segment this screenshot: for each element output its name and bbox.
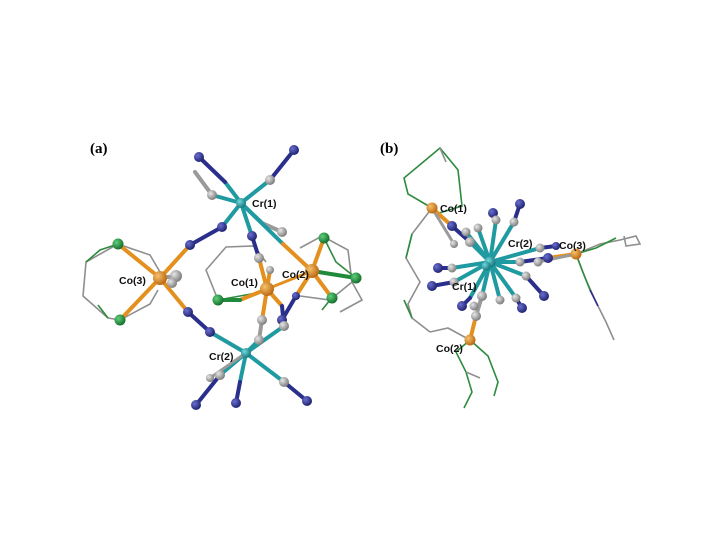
ligand-chain-b-left-green [403,233,413,319]
label-b-cr1: Cr(1) [452,281,477,293]
macrocycle-co3 [82,243,161,321]
label-a-cr1: Cr(1) [252,198,277,210]
label-a-cr2: Cr(2) [209,351,234,363]
ligand-chain-b-top-grey [405,147,447,333]
label-b-co1: Co(1) [440,203,467,215]
ligand-chain-b-right-blue [589,289,599,307]
label-b-co2: Co(2) [436,343,463,355]
atoms-b [426,199,582,346]
label-a-co1: Co(1) [231,277,258,289]
ligand-chain-b-right-green [575,237,617,291]
panel-b: (b) [380,141,642,409]
ligand-chain-b-bottom-grey [429,327,481,379]
panel-a: (a) [82,141,364,410]
macrocycle-co3-green [85,243,119,319]
label-a-co3: Co(3) [119,275,146,287]
label-b-co3: Co(3) [559,240,586,252]
panel-b-label: (b) [380,141,398,157]
label-a-co2: Co(2) [282,269,309,281]
label-b-cr2: Cr(2) [508,238,533,250]
panel-a-label: (a) [90,141,108,157]
atoms-a [112,145,362,410]
